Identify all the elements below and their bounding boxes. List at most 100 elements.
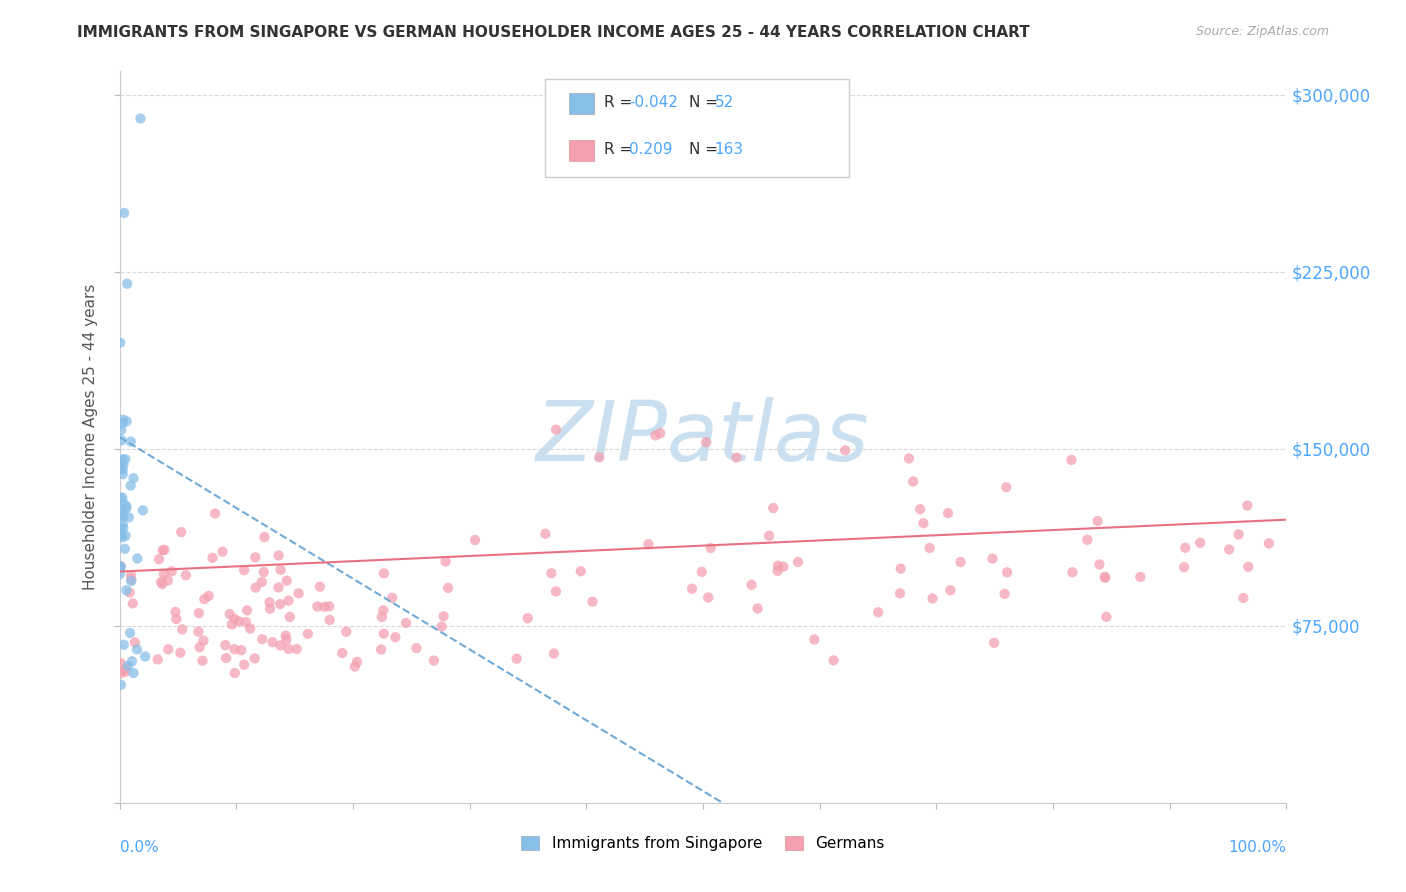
Point	[505, 651, 527, 665]
Point	[239, 622, 262, 636]
Text: -0.042: -0.042	[630, 95, 678, 111]
Point	[766, 558, 789, 573]
Point	[111, 452, 134, 467]
Point	[259, 601, 281, 615]
Point	[110, 678, 132, 692]
Point	[544, 584, 567, 599]
Point	[269, 597, 291, 611]
Point	[1129, 570, 1152, 584]
Point	[114, 665, 136, 679]
Point	[534, 526, 557, 541]
Point	[233, 563, 256, 577]
Point	[150, 577, 173, 591]
Point	[569, 564, 592, 578]
Point	[430, 619, 453, 633]
Point	[191, 654, 214, 668]
Point	[110, 666, 132, 681]
Point	[197, 589, 219, 603]
Point	[111, 462, 134, 476]
Point	[725, 450, 748, 465]
Point	[108, 460, 131, 475]
Point	[371, 610, 394, 624]
Point	[373, 626, 395, 640]
Y-axis label: Householder Income Ages 25 - 44 years: Householder Income Ages 25 - 44 years	[83, 284, 98, 591]
Point	[215, 651, 238, 665]
Point	[318, 599, 340, 614]
Point	[1094, 571, 1116, 585]
Text: 0.0%: 0.0%	[120, 840, 159, 855]
Point	[373, 566, 395, 581]
Point	[588, 450, 610, 465]
Point	[700, 541, 723, 555]
Point	[124, 635, 146, 649]
Point	[188, 640, 211, 655]
Point	[160, 564, 183, 578]
Point	[297, 627, 319, 641]
Point	[253, 530, 276, 544]
Point	[274, 629, 297, 643]
Point	[120, 434, 142, 449]
Point	[221, 617, 243, 632]
Point	[1218, 542, 1240, 557]
Point	[112, 510, 135, 524]
Point	[172, 623, 194, 637]
Point	[697, 591, 720, 605]
Point	[111, 467, 134, 482]
Point	[423, 654, 446, 668]
Point	[148, 552, 170, 566]
Point	[373, 603, 395, 617]
Point	[146, 652, 169, 666]
FancyBboxPatch shape	[569, 94, 595, 114]
Point	[170, 524, 193, 539]
Point	[120, 478, 142, 492]
Point	[111, 508, 134, 523]
Point	[395, 615, 418, 630]
Point	[110, 657, 132, 671]
Point	[112, 458, 135, 472]
Point	[544, 423, 567, 437]
Point	[912, 516, 935, 531]
Point	[245, 550, 267, 565]
Point	[115, 501, 138, 516]
Point	[434, 554, 457, 568]
Point	[112, 206, 135, 220]
Point	[115, 500, 138, 514]
Point	[695, 435, 717, 450]
Point	[110, 559, 132, 574]
Point	[112, 638, 135, 652]
Point	[766, 564, 789, 578]
Point	[1095, 610, 1118, 624]
Point	[939, 583, 962, 598]
Point	[110, 502, 132, 516]
Point	[741, 578, 763, 592]
Point	[121, 597, 143, 611]
Text: 100.0%: 100.0%	[1229, 840, 1286, 855]
Point	[540, 566, 562, 581]
Point	[211, 544, 233, 558]
Text: IMMIGRANTS FROM SINGAPORE VS GERMAN HOUSEHOLDER INCOME AGES 25 - 44 YEARS CORREL: IMMIGRANTS FROM SINGAPORE VS GERMAN HOUS…	[77, 25, 1031, 40]
Point	[122, 471, 145, 485]
Point	[314, 599, 336, 614]
Point	[252, 632, 274, 647]
Point	[277, 593, 299, 607]
Point	[150, 575, 173, 590]
Point	[644, 428, 666, 442]
Text: N =: N =	[689, 142, 723, 157]
FancyBboxPatch shape	[569, 140, 595, 161]
Text: R =: R =	[603, 142, 637, 157]
Point	[995, 566, 1018, 580]
Point	[129, 112, 152, 126]
Point	[120, 568, 142, 582]
Point	[108, 523, 131, 537]
Point	[747, 601, 769, 615]
Point	[787, 555, 810, 569]
Point	[165, 612, 187, 626]
Point	[165, 605, 187, 619]
Point	[134, 649, 156, 664]
Text: N =: N =	[689, 95, 723, 111]
Point	[110, 526, 132, 541]
Point	[308, 580, 330, 594]
Point	[381, 591, 404, 605]
Point	[152, 566, 174, 581]
Point	[803, 632, 825, 647]
